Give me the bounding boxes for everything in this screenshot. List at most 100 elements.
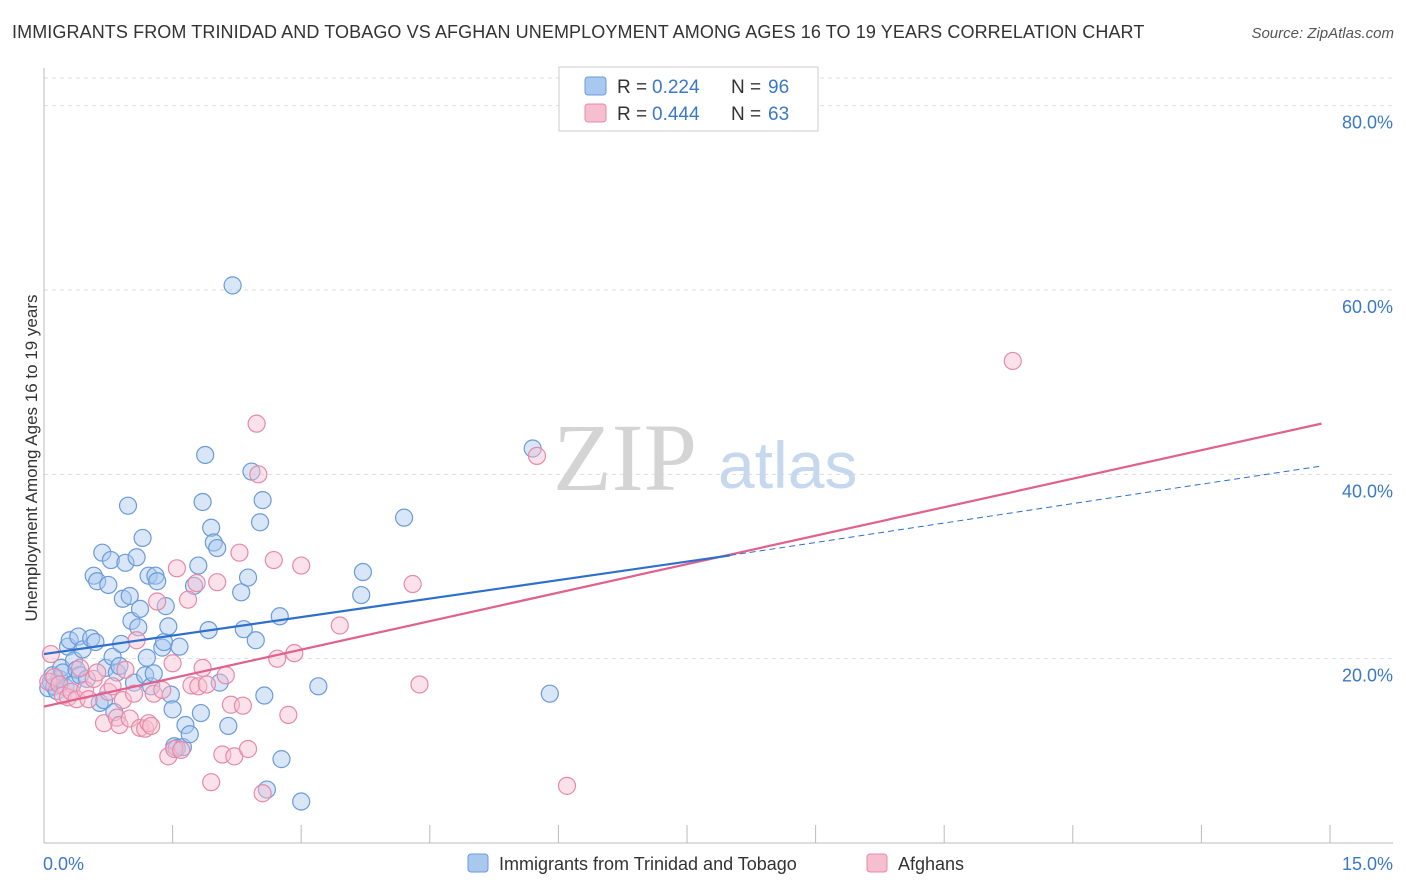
x-tick-label-max: 15.0% [1342,854,1393,874]
data-point [394,508,414,527]
data-point [139,714,158,733]
data-point [142,716,161,736]
x-tick-label-min: 0.0% [43,854,84,874]
trend-line-afghans [43,422,1322,708]
data-point [270,607,289,626]
data-point [216,666,235,685]
data-point [167,559,186,578]
data-point [246,631,265,650]
data-point [127,548,146,567]
data-point [84,566,103,585]
data-point [527,446,547,465]
data-point [353,562,373,582]
data-point [202,773,221,792]
legend-n-label-2: N = [731,104,761,125]
data-point [403,574,422,594]
data-point [110,715,129,735]
data-point [163,654,182,673]
y-tick-label: 80.0% [1342,113,1393,133]
trend-line-trinidad [43,554,731,656]
data-point [193,492,212,512]
legend-n-label-1: N = [731,77,761,98]
data-point [99,575,118,595]
data-point [330,616,349,635]
series-legend-label-1: Immigrants from Trinidad and Tobago [499,854,797,874]
data-point [153,680,172,700]
data-point [219,716,238,736]
data-point [292,792,311,811]
legend-n-value-2: 63 [768,104,789,125]
data-point [540,684,559,703]
data-point [180,725,199,744]
data-point [272,750,291,769]
series-legend: Immigrants from Trinidad and Tobago Afgh… [467,853,964,874]
data-point [352,585,371,605]
data-point [148,572,167,591]
data-point [223,276,242,295]
trend-lines [43,422,1322,708]
data-point [170,637,189,656]
data-point [238,739,258,759]
watermark: ZIP atlas [553,404,857,511]
series-legend-swatch-pink [866,853,888,873]
data-point [120,709,139,728]
data-point [137,648,156,667]
data-point [309,677,328,696]
data-point [247,414,266,433]
data-point [107,708,126,727]
y-tick-labels: 20.0% 40.0% 60.0% 80.0% [1342,113,1393,686]
data-point [187,573,206,593]
data-point [238,568,258,587]
data-point [133,528,152,548]
watermark-atlas: atlas [718,428,857,502]
data-point [230,543,249,562]
data-point [232,583,251,602]
data-point [255,686,274,705]
data-point [116,660,135,679]
data-point [279,705,298,724]
legend-r-label-1: R = [617,77,647,98]
data-point [88,572,107,591]
data-point [165,739,184,759]
series-legend-swatch-blue [467,853,489,873]
chart-title: IMMIGRANTS FROM TRINIDAD AND TOBAGO VS A… [12,22,1145,42]
stats-legend: R = 0.224 N = 96 R = 0.444 N = 63 [558,66,819,132]
data-point [197,675,216,694]
data-point [292,556,311,575]
watermark-zip: ZIP [553,404,697,511]
data-point [79,690,98,709]
data-point [88,663,107,682]
data-point [176,715,195,735]
y-tick-label: 20.0% [1342,666,1393,686]
data-point [172,740,191,760]
source-label: Source: ZipAtlas.com [1251,25,1394,42]
data-point [101,550,120,570]
data-point [191,703,210,723]
data-point [208,538,227,558]
y-tick-label: 60.0% [1342,297,1393,317]
data-point [159,617,178,636]
data-point [96,658,115,677]
legend-r-value-2: 0.444 [652,104,700,125]
data-point [163,700,182,719]
y-tick-label: 40.0% [1342,481,1393,501]
legend-r-label-2: R = [617,104,647,125]
data-point [70,658,90,677]
data-point [208,573,227,592]
data-point [557,776,577,795]
data-point [249,465,268,484]
legend-swatch-blue [584,76,607,96]
data-point [189,556,208,575]
data-point [264,550,283,570]
data-point [130,599,150,618]
data-point [178,590,198,609]
data-point [250,513,270,532]
data-point [94,691,114,710]
legend-r-value-1: 0.224 [652,77,700,98]
data-point [202,518,221,537]
y-axis-label: Unemployment Among Ages 16 to 19 years [22,295,41,622]
data-point [113,691,132,710]
data-point [118,496,138,515]
data-point [196,445,215,465]
data-point [1003,351,1022,371]
